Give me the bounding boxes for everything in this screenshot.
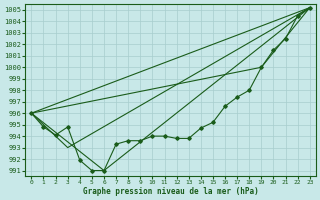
X-axis label: Graphe pression niveau de la mer (hPa): Graphe pression niveau de la mer (hPa) bbox=[83, 187, 259, 196]
